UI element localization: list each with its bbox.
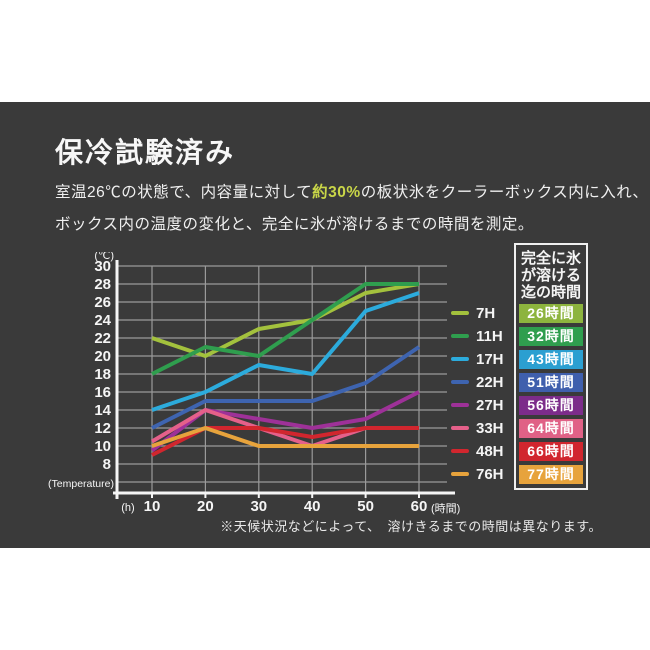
melt-time-badge-17H: 43時間 [519, 350, 583, 369]
legend-swatch-48H [451, 449, 469, 453]
melt-time-badge-33H: 64時間 [519, 419, 583, 438]
y-tick-label: 12 [94, 420, 111, 437]
description-line-1-post: の板状氷をクーラーボックス内に入れ、 [360, 184, 649, 201]
legend-label-27H: 27H [476, 396, 504, 414]
legend-swatch-22H [451, 380, 469, 384]
highlight-30-percent: 約30% [312, 184, 361, 201]
y-tick-label: 26 [94, 294, 111, 311]
y-tick-label: 16 [94, 384, 111, 401]
melt-time-badge-11H: 32時間 [519, 327, 583, 346]
legend-swatch-17H [451, 357, 469, 361]
legend-row-7H: 7H [446, 304, 506, 322]
legend-row-27H: 27H [446, 396, 506, 414]
legend-label-22H: 22H [476, 373, 504, 391]
legend-swatch-7H [451, 311, 469, 315]
legend-row-22H: 22H [446, 373, 506, 391]
y-tick-label: 10 [94, 438, 111, 455]
x-tick-label: 20 [197, 498, 214, 515]
melt-time-badge-27H: 56時間 [519, 396, 583, 415]
legend-swatch-27H [451, 403, 469, 407]
legend-label-17H: 17H [476, 350, 504, 368]
legend-label-76H: 76H [476, 465, 504, 483]
legend-row-17H: 17H [446, 350, 506, 368]
legend-label-11H: 11H [476, 327, 503, 345]
y-tick-label: 28 [94, 276, 111, 293]
y-tick-label: 14 [94, 402, 111, 419]
series-line-22H [151, 345, 421, 430]
x-tick-label: 10 [144, 498, 161, 515]
melt-time-legend-header: 完全に氷 が溶ける 迄の時間 [520, 250, 581, 301]
x-tick-label: 30 [250, 498, 267, 515]
y-tick-label: 22 [94, 330, 111, 347]
legend-label-33H: 33H [476, 419, 504, 437]
y-tick-label: 30 [94, 258, 111, 275]
description-line-1-pre: 室温26℃の状態で、内容量に対して [55, 184, 313, 201]
description-line-2: ボックス内の温度の変化と、完全に氷が溶けるまでの時間を測定。 [55, 216, 534, 233]
x-tick-label: 40 [304, 498, 321, 515]
y-tick-label: 24 [94, 312, 111, 329]
melt-time-badge-48H: 66時間 [519, 442, 583, 461]
y-tick-label: 18 [94, 366, 111, 383]
legend-row-76H: 76H [446, 465, 506, 483]
legend-swatch-33H [451, 426, 469, 430]
y-tick-label: 20 [94, 348, 111, 365]
melt-time-badge-7H: 26時間 [519, 304, 583, 323]
melt-time-badge-76H: 77時間 [519, 465, 583, 484]
y-tick-label: 8 [103, 456, 111, 473]
series-line-76H [151, 426, 419, 448]
melt-time-badge-column: 26時間 32時間 43時間 51時間 56時間 64時間 66時間 77時間 [516, 304, 586, 484]
legend-row-11H: 11H [446, 327, 506, 345]
y-axis-name-label: (Temperature) [48, 478, 114, 490]
footnote: ※天候状況などによって、 溶けきるまでの時間は異なります。 [220, 519, 602, 534]
legend-row-33H: 33H [446, 419, 506, 437]
legend-label-48H: 48H [476, 442, 504, 460]
x-origin-unit-label: (h) [121, 502, 134, 514]
y-axis-unit-label: (℃) [94, 252, 114, 262]
legend-row-48H: 48H [446, 442, 506, 460]
series-line-17H [151, 291, 420, 412]
series-line-11H [151, 282, 419, 376]
description-line-1: 室温26℃の状態で、内容量に対して約30%の板状氷をクーラーボックス内に入れ、 [55, 180, 648, 202]
legend-swatch-76H [451, 472, 469, 476]
page-title: 保冷試験済み [55, 137, 236, 168]
melt-time-badge-22H: 51時間 [519, 373, 583, 392]
melt-time-legend-box: 完全に氷 が溶ける 迄の時間 26時間 32時間 43時間 51時間 56時間 64時間 6… [514, 243, 588, 490]
x-axis-unit-label: (時間) [431, 502, 460, 515]
x-tick-label: 60 [411, 498, 428, 515]
legend-swatch-11H [451, 334, 469, 338]
legend-label-7H: 7H [476, 304, 496, 322]
x-tick-label: 50 [357, 498, 374, 515]
